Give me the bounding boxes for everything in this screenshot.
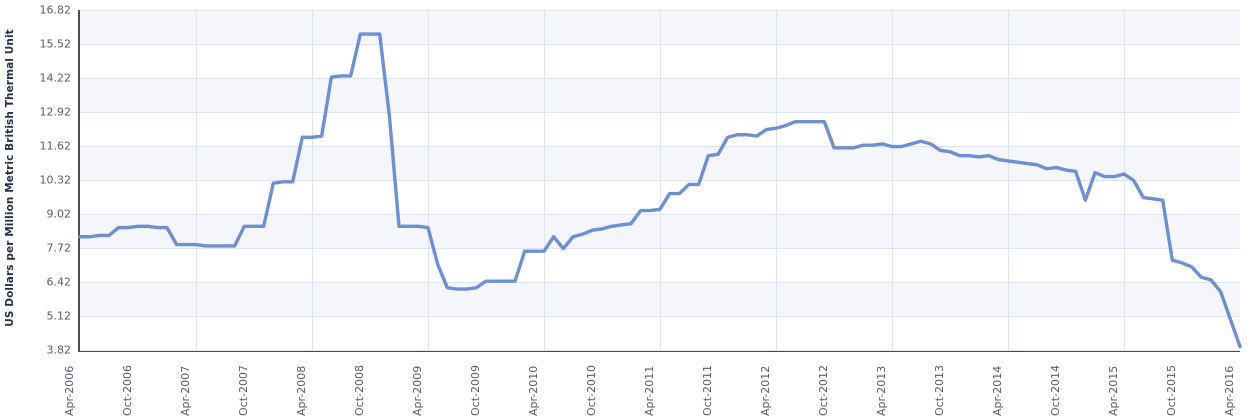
- vertical-gridline: [312, 10, 313, 350]
- x-tick-label-text: Oct-2007: [236, 365, 250, 416]
- y-tick-label: 6.42: [46, 275, 72, 289]
- x-tick-label-text: Apr-2007: [178, 365, 192, 416]
- x-tick-label-text: Oct-2012: [816, 365, 830, 416]
- x-axis-tick-labels: Apr-2006 Oct-2006 Apr-2007 Oct-2007 Apr-2008…: [63, 352, 1240, 419]
- x-tick-label: Oct-2007: [237, 356, 253, 416]
- price-line-svg: [80, 10, 1240, 350]
- x-tick-label-text: Apr-2016: [1222, 365, 1236, 416]
- y-tick-label: 10.32: [39, 173, 72, 187]
- x-tick-label: Apr-2015: [1107, 356, 1123, 416]
- x-tick-label: Oct-2014: [1049, 356, 1065, 416]
- x-tick-label-text: Apr-2013: [874, 365, 888, 416]
- x-tick-label: Apr-2013: [875, 356, 891, 416]
- vertical-gridline: [660, 10, 661, 350]
- x-tick-label-text: Oct-2013: [932, 365, 946, 416]
- x-tick-label: Apr-2006: [63, 356, 79, 416]
- y-axis-title-text: US Dollars per Million Metric British Th…: [4, 28, 17, 327]
- vertical-gridline: [196, 10, 197, 350]
- x-tick-label-text: Apr-2012: [758, 365, 772, 416]
- vertical-gridline: [776, 10, 777, 350]
- x-tick-label: Oct-2008: [353, 356, 369, 416]
- x-tick-label: Apr-2012: [759, 356, 775, 416]
- x-tick-label-text: Oct-2011: [700, 365, 714, 416]
- x-tick-label-text: Apr-2010: [526, 365, 540, 416]
- x-tick-label: Oct-2010: [585, 356, 601, 416]
- y-tick-label: 5.12: [46, 309, 72, 323]
- series-layer: [80, 10, 1240, 350]
- y-tick-label: 9.02: [46, 207, 72, 221]
- x-tick-label-text: Oct-2015: [1164, 365, 1178, 416]
- x-tick-label: Apr-2008: [295, 356, 311, 416]
- y-tick-label: 3.82: [46, 343, 72, 357]
- vertical-gridline: [1008, 10, 1009, 350]
- x-tick-label-text: Apr-2009: [410, 365, 424, 416]
- price-line-path: [80, 34, 1240, 347]
- x-tick-label: Oct-2006: [121, 356, 137, 416]
- x-tick-label: Apr-2007: [179, 356, 195, 416]
- x-tick-label-text: Apr-2008: [294, 365, 308, 416]
- x-tick-label-text: Oct-2009: [468, 365, 482, 416]
- x-tick-label: Apr-2014: [991, 356, 1007, 416]
- horizontal-gridline: [80, 350, 1240, 351]
- vertical-gridline: [428, 10, 429, 350]
- x-tick-label-text: Oct-2008: [352, 365, 366, 416]
- vertical-gridline: [892, 10, 893, 350]
- y-tick-label: 16.82: [39, 3, 72, 17]
- x-tick-label: Apr-2016: [1223, 356, 1239, 416]
- vertical-gridline: [1124, 10, 1125, 350]
- x-tick-label-text: Apr-2015: [1106, 365, 1120, 416]
- x-tick-label: Apr-2009: [411, 356, 427, 416]
- x-tick-label: Apr-2011: [643, 356, 659, 416]
- x-tick-label: Oct-2015: [1165, 356, 1181, 416]
- x-tick-label-text: Apr-2014: [990, 365, 1004, 416]
- x-tick-label-text: Oct-2014: [1048, 365, 1062, 416]
- x-tick-label-text: Apr-2011: [642, 365, 656, 416]
- y-tick-label: 7.72: [46, 241, 72, 255]
- y-tick-label: 11.62: [39, 139, 72, 153]
- x-tick-label: Oct-2013: [933, 356, 949, 416]
- plot-area: [78, 10, 1240, 352]
- y-axis-tick-labels: 3.82 5.12 6.42 7.72 9.02 10.32 11.62 12.92 14.22…: [20, 0, 75, 357]
- x-tick-label-text: Oct-2010: [584, 365, 598, 416]
- y-tick-label: 14.22: [39, 71, 72, 85]
- plot-gridlines: [80, 10, 1240, 351]
- x-tick-label: Oct-2012: [817, 356, 833, 416]
- x-tick-label-text: Oct-2006: [120, 365, 134, 416]
- x-tick-label-text: Apr-2006: [62, 365, 76, 416]
- y-axis-title: US Dollars per Million Metric British Th…: [0, 0, 20, 355]
- vertical-gridline: [544, 10, 545, 350]
- y-tick-label: 15.52: [39, 37, 72, 51]
- y-tick-label: 12.92: [39, 105, 72, 119]
- x-tick-label: Oct-2011: [701, 356, 717, 416]
- x-tick-label: Apr-2010: [527, 356, 543, 416]
- x-tick-label: Oct-2009: [469, 356, 485, 416]
